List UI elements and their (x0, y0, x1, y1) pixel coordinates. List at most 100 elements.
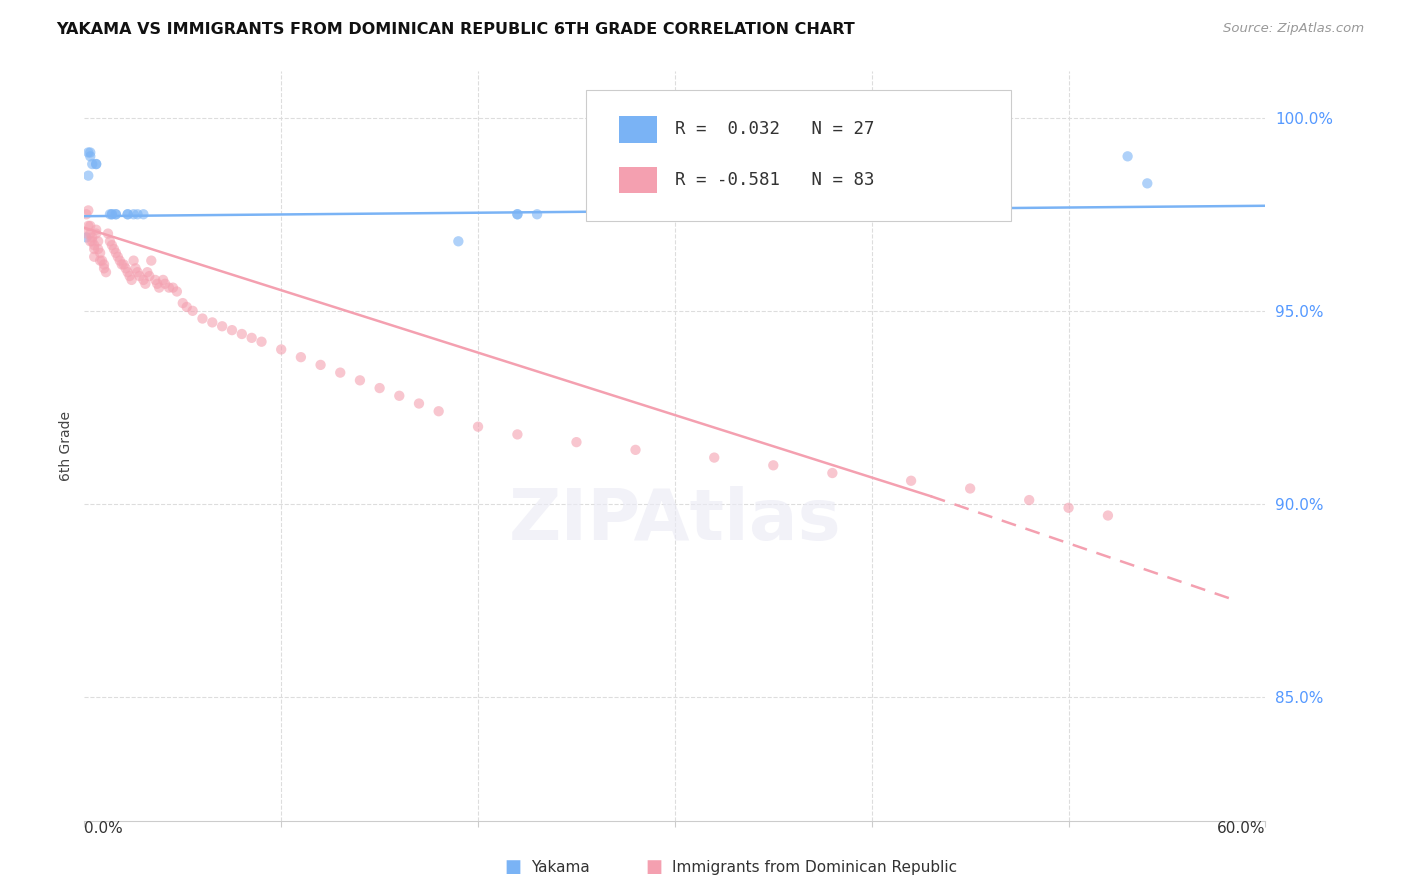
Point (329, 366, 352, 380)
Point (112, 257, 135, 271)
Point (427, 404, 450, 418)
Point (118, 268, 141, 283)
Point (290, 350, 312, 364)
Point (117, 207, 139, 221)
Point (191, 311, 214, 326)
Point (526, 207, 548, 221)
Point (101, 238, 124, 252)
Point (83, 250, 105, 264)
Point (84, 157, 107, 171)
Point (1097, 508, 1119, 523)
Point (104, 246, 127, 260)
Point (98, 207, 121, 221)
Point (75, 227, 97, 241)
Point (79, 149, 101, 163)
Point (211, 319, 233, 334)
Point (1018, 493, 1040, 508)
Point (75, 230, 97, 244)
Point (153, 277, 176, 291)
Point (1116, 149, 1139, 163)
Point (97, 227, 120, 241)
Point (89, 246, 111, 260)
Point (77, 145, 100, 160)
Point (104, 207, 127, 221)
Point (91, 253, 114, 268)
Text: ZIPAtlas: ZIPAtlas (509, 486, 841, 556)
Point (83, 242, 105, 256)
Text: Yakama: Yakama (531, 860, 591, 874)
Point (103, 242, 125, 256)
Point (82, 235, 104, 249)
Point (93, 261, 115, 276)
Point (157, 280, 180, 294)
Point (89, 253, 111, 268)
Point (148, 280, 170, 294)
Point (146, 277, 169, 291)
Point (128, 268, 150, 283)
Point (79, 145, 101, 160)
Point (98, 235, 121, 249)
Text: Immigrants from Dominican Republic: Immigrants from Dominican Republic (672, 860, 957, 874)
Point (82, 230, 104, 244)
Text: R =  0.032   N = 27: R = 0.032 N = 27 (675, 120, 875, 138)
Point (122, 253, 145, 268)
Point (162, 280, 184, 294)
Point (83, 238, 105, 252)
Point (127, 265, 149, 279)
Point (152, 273, 174, 287)
Point (506, 207, 529, 221)
Point (939, 207, 962, 221)
Point (447, 235, 470, 249)
Point (1136, 177, 1159, 191)
Point (84, 227, 107, 241)
Point (1057, 500, 1080, 515)
Point (101, 207, 124, 221)
Point (121, 273, 143, 287)
Point (141, 253, 163, 268)
Text: 0.0%: 0.0% (84, 821, 124, 836)
Point (408, 396, 430, 410)
FancyBboxPatch shape (586, 90, 1011, 221)
Point (77, 219, 100, 233)
Point (176, 300, 198, 314)
FancyBboxPatch shape (620, 116, 657, 143)
Point (565, 435, 588, 450)
Point (132, 273, 155, 287)
Point (75, 207, 97, 221)
Point (84, 223, 107, 237)
Point (114, 261, 136, 276)
Point (94, 265, 117, 279)
Point (703, 450, 725, 465)
Text: YAKAMA VS IMMIGRANTS FROM DOMINICAN REPUBLIC 6TH GRADE CORRELATION CHART: YAKAMA VS IMMIGRANTS FROM DOMINICAN REPU… (56, 22, 855, 37)
Point (87, 242, 110, 256)
Point (959, 482, 981, 496)
Point (79, 235, 101, 249)
Text: Source: ZipAtlas.com: Source: ZipAtlas.com (1223, 22, 1364, 36)
Point (143, 273, 166, 287)
Point (117, 265, 139, 279)
Point (104, 207, 127, 221)
Point (624, 442, 647, 457)
Text: ■: ■ (645, 858, 662, 876)
Point (79, 227, 101, 241)
Point (231, 326, 253, 341)
Y-axis label: 6th Grade: 6th Grade (59, 411, 73, 481)
Point (77, 169, 100, 183)
Point (349, 373, 371, 387)
Text: ■: ■ (505, 858, 522, 876)
Point (134, 277, 156, 291)
Point (368, 381, 391, 395)
Point (201, 315, 224, 329)
Point (221, 323, 243, 337)
Point (181, 303, 204, 318)
Point (172, 296, 194, 310)
Point (101, 207, 124, 221)
Point (77, 203, 100, 218)
Point (467, 419, 489, 434)
Point (122, 207, 145, 221)
Point (506, 427, 529, 442)
Point (138, 268, 160, 283)
Point (250, 334, 273, 349)
Point (108, 253, 131, 268)
Text: R = -0.581   N = 83: R = -0.581 N = 83 (675, 171, 875, 189)
